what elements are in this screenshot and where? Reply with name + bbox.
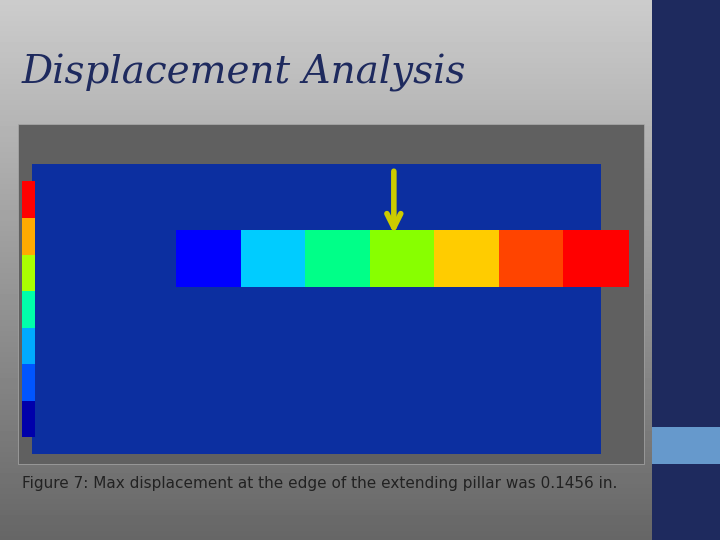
Bar — [22, 400, 35, 437]
Bar — [369, 230, 436, 287]
Bar — [22, 218, 35, 255]
Bar — [240, 230, 307, 287]
Bar — [652, 464, 720, 540]
Bar — [22, 254, 35, 292]
Text: Displacement Analysis: Displacement Analysis — [22, 54, 466, 92]
Text: Figure 7: Max displacement at the edge of the extending pillar was 0.1456 in.: Figure 7: Max displacement at the edge o… — [22, 476, 617, 491]
Bar — [32, 165, 601, 454]
Bar — [652, 0, 720, 427]
Bar — [563, 230, 629, 287]
Bar — [305, 230, 371, 287]
Bar — [434, 230, 500, 287]
Bar — [22, 327, 35, 365]
Bar — [498, 230, 564, 287]
Bar — [22, 181, 35, 219]
Bar — [22, 291, 35, 328]
Bar — [22, 364, 35, 401]
Bar — [176, 230, 242, 287]
Bar — [652, 427, 720, 464]
Bar — [18, 124, 644, 464]
